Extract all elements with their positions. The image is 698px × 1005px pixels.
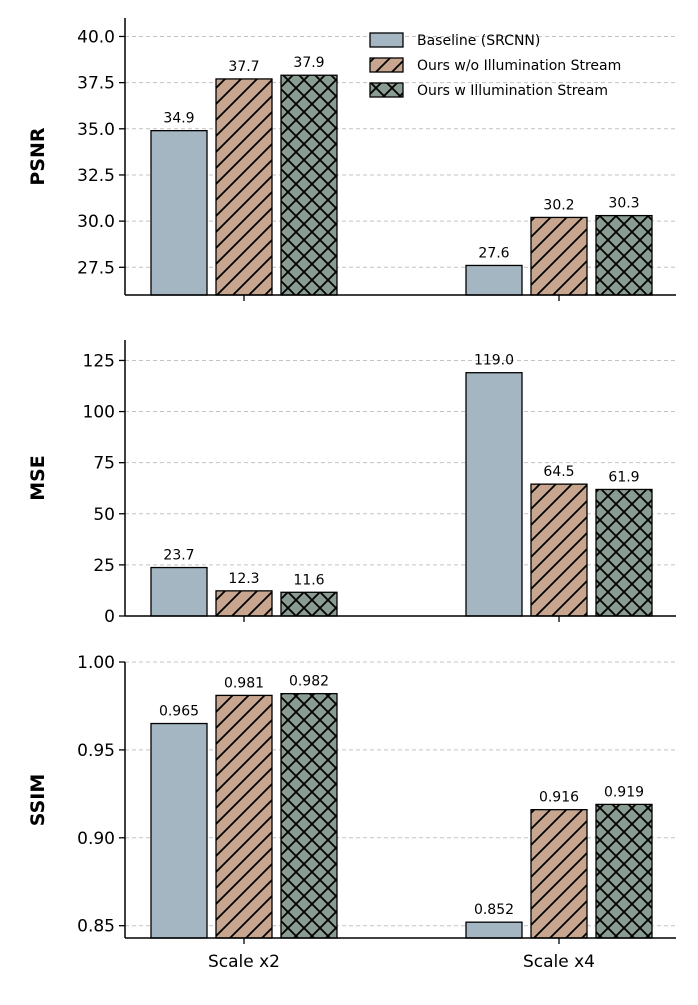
y-tick-label: 1.00 [77,653,115,673]
bar-hatch [531,217,587,295]
data-label: 0.981 [224,675,264,691]
bar [466,922,522,938]
data-label: 64.5 [543,464,574,480]
y-tick-label: 75 [93,454,115,474]
y-tick-label: 40.0 [77,27,115,47]
bar-hatch [596,215,652,295]
bar [151,723,207,938]
bar [151,130,207,295]
data-label: 27.6 [478,245,509,261]
bar-hatch [531,809,587,938]
x-tick-label: Scale x4 [523,952,595,972]
data-label: 61.9 [608,469,639,485]
bar [151,567,207,616]
y-axis-label: PSNR [27,127,49,186]
y-tick-label: 30.0 [77,212,115,232]
data-label: 12.3 [228,571,259,587]
bar-hatch [281,75,337,295]
bar-hatch [596,489,652,616]
legend: Baseline (SRCNN) Ours w/o Illumination St… [369,32,621,99]
y-tick-label: 25 [93,556,115,576]
data-label: 0.919 [604,784,644,800]
data-label: 34.9 [163,111,194,127]
y-axis-label: SSIM [27,774,49,827]
y-tick-label: 27.5 [77,258,115,278]
data-label: 37.9 [293,55,324,71]
data-label: 11.6 [293,572,324,588]
panel-ssim: 0.85 0.90 0.95 1.00 SSIM 0.965 0.852 0.981 0.916… [27,653,676,972]
data-label: 30.2 [543,197,574,213]
y-tick-label: 32.5 [77,166,115,186]
y-tick-label: 37.5 [77,74,115,94]
bar-hatch [281,592,337,616]
legend-swatch [370,33,403,47]
bar-hatch [216,590,272,616]
y-tick-label: 0.85 [77,917,115,937]
bar-hatch [596,804,652,938]
bar-hatch [281,693,337,938]
y-tick-label: 0.95 [77,741,115,761]
legend-label: Baseline (SRCNN) [417,33,540,49]
legend-label: Ours w Illumination Stream [417,83,608,99]
legend-label: Ours w/o Illumination Stream [417,58,621,74]
data-label: 0.965 [159,704,199,720]
y-tick-label: 125 [83,351,115,371]
panel-mse: 0 25 50 75 100 125 MSE 23.7 119.0 12.3 64.5 11.6 61.… [27,340,676,627]
data-label: 30.3 [608,196,639,212]
data-label: 0.852 [474,902,514,918]
bar-hatch [216,695,272,938]
bar-hatch [216,78,272,295]
y-axis-label: MSE [27,455,49,501]
y-tick-label: 0.90 [77,829,115,849]
legend-swatch-hatch [370,58,403,72]
y-tick-label: 35.0 [77,120,115,140]
y-tick-label: 0 [104,607,115,627]
bar-hatch [531,484,587,616]
legend-swatch-hatch [370,83,403,97]
bar [466,265,522,295]
bar [466,372,522,616]
data-label: 0.916 [539,790,579,806]
x-tick-label: Scale x2 [208,952,280,972]
y-tick-label: 50 [93,505,115,525]
y-tick-label: 100 [83,403,115,423]
legend-swatch-outline [369,32,404,48]
data-label: 23.7 [163,548,194,564]
legend-swatch-outline [369,82,404,98]
data-label: 0.982 [289,674,329,690]
data-label: 119.0 [474,353,514,369]
data-label: 37.7 [228,59,259,75]
legend-swatch-outline [369,57,404,73]
